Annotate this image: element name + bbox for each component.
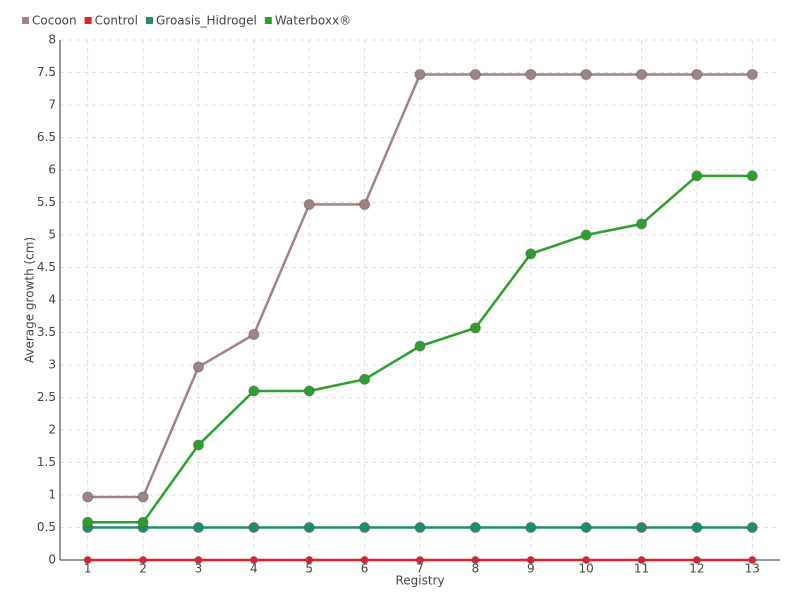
x-tick-label: 13	[745, 562, 760, 576]
data-point	[82, 516, 94, 528]
data-point	[526, 556, 535, 564]
y-tick-label: 5	[48, 228, 56, 242]
data-point	[525, 68, 537, 80]
data-point	[580, 68, 592, 80]
x-axis-title: Registry	[395, 574, 444, 588]
data-point	[303, 385, 315, 397]
x-tick-label: 6	[361, 562, 369, 576]
x-tick-label: 4	[250, 562, 258, 576]
legend-label: Groasis_Hidrogel	[156, 14, 257, 28]
y-tick-label: 5.5	[37, 195, 56, 209]
data-point	[248, 385, 260, 397]
data-point	[637, 556, 646, 564]
data-point	[82, 491, 94, 503]
y-tick-label: 3.5	[37, 325, 56, 339]
y-tick-label: 6.5	[37, 130, 56, 144]
data-point	[582, 556, 591, 564]
data-point	[137, 516, 149, 528]
data-point	[248, 522, 260, 533]
data-point	[580, 229, 592, 241]
legend-swatch	[146, 17, 153, 24]
y-tick-label: 3	[48, 358, 56, 372]
data-point	[249, 556, 258, 564]
x-tick-label: 11	[634, 562, 649, 576]
legend-label: Waterboxx®	[275, 14, 351, 28]
x-tick-label: 3	[195, 562, 203, 576]
data-point	[139, 556, 148, 564]
data-point	[746, 522, 758, 533]
y-tick-label: 4	[48, 293, 56, 307]
data-point	[636, 522, 648, 533]
data-point	[359, 373, 371, 385]
data-point	[414, 68, 426, 80]
data-point	[691, 522, 703, 533]
y-axis-title: Average growth (cm)	[23, 237, 37, 363]
data-point	[746, 68, 758, 80]
y-tick-label: 2.5	[37, 390, 56, 404]
data-point	[192, 361, 204, 373]
data-point	[471, 556, 480, 564]
data-point	[469, 522, 481, 533]
legend-swatch	[22, 17, 29, 24]
y-tick-label: 0	[48, 553, 56, 567]
data-point	[416, 556, 424, 564]
x-tick-label: 2	[139, 562, 147, 576]
y-tick-label: 2	[48, 423, 56, 437]
data-point	[360, 556, 369, 564]
data-point	[746, 170, 758, 182]
data-point	[248, 328, 260, 340]
y-tick-label: 4.5	[37, 260, 56, 274]
legend-swatch	[264, 17, 272, 24]
y-tick-label: 0.5	[37, 520, 56, 534]
y-tick-label: 7	[48, 98, 56, 112]
data-point	[580, 522, 592, 533]
y-tick-label: 1	[48, 488, 56, 502]
y-tick-label: 1.5	[37, 455, 56, 469]
data-point	[469, 68, 481, 80]
data-point	[192, 439, 204, 451]
data-point	[691, 170, 703, 182]
data-point	[305, 556, 314, 564]
data-point	[525, 522, 537, 533]
data-point	[525, 248, 537, 260]
data-point	[194, 556, 203, 564]
x-tick-label: 12	[689, 562, 704, 576]
data-point	[359, 198, 371, 210]
data-point	[359, 522, 371, 533]
y-tick-label: 8	[48, 33, 56, 47]
data-point	[636, 218, 648, 230]
data-point	[636, 68, 648, 80]
data-point	[414, 340, 426, 352]
x-tick-label: 5	[305, 562, 313, 576]
y-tick-label: 7.5	[37, 65, 56, 79]
data-point	[303, 522, 315, 533]
x-tick-label: 7	[416, 562, 424, 576]
x-tick-label: 1	[84, 562, 92, 576]
x-tick-label: 10	[579, 562, 594, 576]
data-point	[303, 198, 315, 210]
data-point	[192, 522, 204, 533]
data-point	[692, 556, 701, 564]
x-tick-label: 9	[527, 562, 535, 576]
x-tick-label: 8	[472, 562, 480, 576]
data-point	[83, 556, 92, 564]
data-point	[137, 491, 149, 503]
legend-swatch	[84, 17, 92, 24]
data-point	[691, 68, 703, 80]
data-point	[469, 322, 481, 334]
legend-label: Cocoon	[32, 14, 77, 28]
y-tick-label: 6	[48, 163, 56, 177]
data-point	[748, 556, 757, 564]
data-point	[414, 522, 426, 533]
legend-label: Control	[95, 14, 138, 28]
